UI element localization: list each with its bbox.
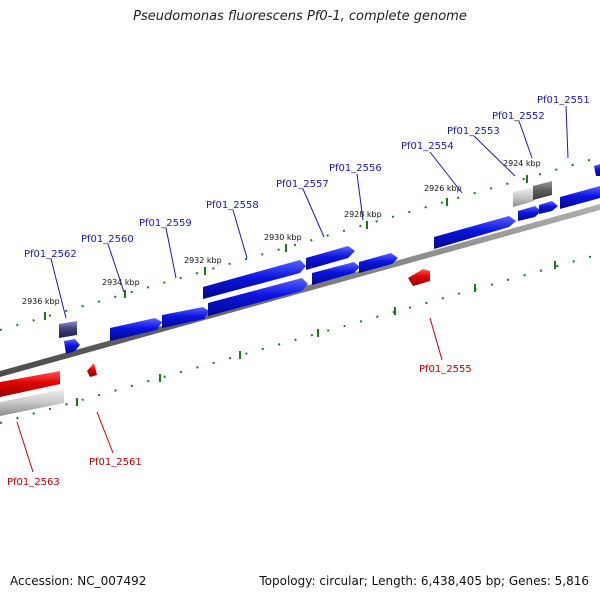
gene-arrow[interactable] — [162, 307, 209, 328]
reverse-gene-labels: Pf01_2555 Pf01_2561 Pf01_2563 — [7, 364, 472, 488]
gene-arrow[interactable] — [539, 201, 558, 214]
gene-label[interactable]: Pf01_2561 — [89, 457, 142, 468]
gene-arrow[interactable] — [110, 318, 162, 341]
forward-strand-row-upper — [59, 164, 600, 338]
gene-arrow[interactable] — [560, 186, 600, 209]
scale-label: 2932 kbp — [184, 256, 222, 265]
gene-label[interactable]: Pf01_2554 — [401, 141, 454, 152]
scale-label: 2926 kbp — [424, 184, 462, 193]
gene-arrow[interactable] — [359, 253, 398, 273]
gene-arrow[interactable] — [0, 371, 60, 397]
label-leaders — [16, 105, 569, 473]
gene-label[interactable]: Pf01_2552 — [492, 111, 545, 122]
forward-gene-labels: Pf01_2551 Pf01_2552 Pf01_2553 Pf01_2554 … — [24, 95, 590, 260]
lower-tick-row — [0, 253, 600, 424]
gene-block-grey-dark[interactable] — [533, 181, 552, 200]
accession-info: Accession: NC_007492 — [10, 574, 147, 588]
gene-label[interactable]: Pf01_2553 — [447, 126, 500, 137]
gene-label[interactable]: Pf01_2551 — [537, 95, 590, 106]
gene-arrow[interactable] — [203, 260, 306, 299]
gene-label[interactable]: Pf01_2559 — [139, 218, 192, 229]
gene-block-dark[interactable] — [59, 321, 77, 338]
gene-label[interactable]: Pf01_2563 — [7, 477, 60, 488]
gene-block-grey[interactable] — [513, 187, 534, 207]
scale-label: 2928 kbp — [344, 210, 382, 219]
scale-label: 2924 kbp — [503, 159, 541, 168]
gene-arrow[interactable] — [518, 206, 541, 221]
gene-block-grey[interactable] — [0, 389, 64, 416]
gene-label[interactable]: Pf01_2558 — [206, 200, 259, 211]
gene-arrow[interactable] — [434, 216, 516, 249]
gene-arrow[interactable] — [408, 269, 430, 286]
genome-summary: Topology: circular; Length: 6,438,405 bp… — [259, 574, 589, 588]
gene-arrow[interactable] — [312, 262, 360, 285]
major-ticks — [44, 175, 556, 406]
gene-arrow[interactable] — [64, 339, 80, 354]
gene-arrow[interactable] — [208, 278, 308, 316]
gene-arrow[interactable] — [306, 246, 355, 270]
forward-strand-row-lower — [64, 186, 600, 354]
scale-label: 2930 kbp — [264, 233, 302, 242]
gene-arrow[interactable] — [594, 164, 600, 176]
gene-arrow[interactable] — [87, 363, 97, 377]
scale-label: 2936 kbp — [22, 297, 60, 306]
gene-label[interactable]: Pf01_2556 — [329, 163, 382, 174]
gene-label[interactable]: Pf01_2560 — [81, 234, 134, 245]
gene-label[interactable]: Pf01_2557 — [276, 179, 329, 190]
map-title: Pseudomonas fluorescens Pf0-1, complete … — [133, 9, 467, 24]
gene-label[interactable]: Pf01_2562 — [24, 249, 77, 260]
gene-label[interactable]: Pf01_2555 — [419, 364, 472, 375]
reverse-strand-genes — [0, 269, 430, 416]
